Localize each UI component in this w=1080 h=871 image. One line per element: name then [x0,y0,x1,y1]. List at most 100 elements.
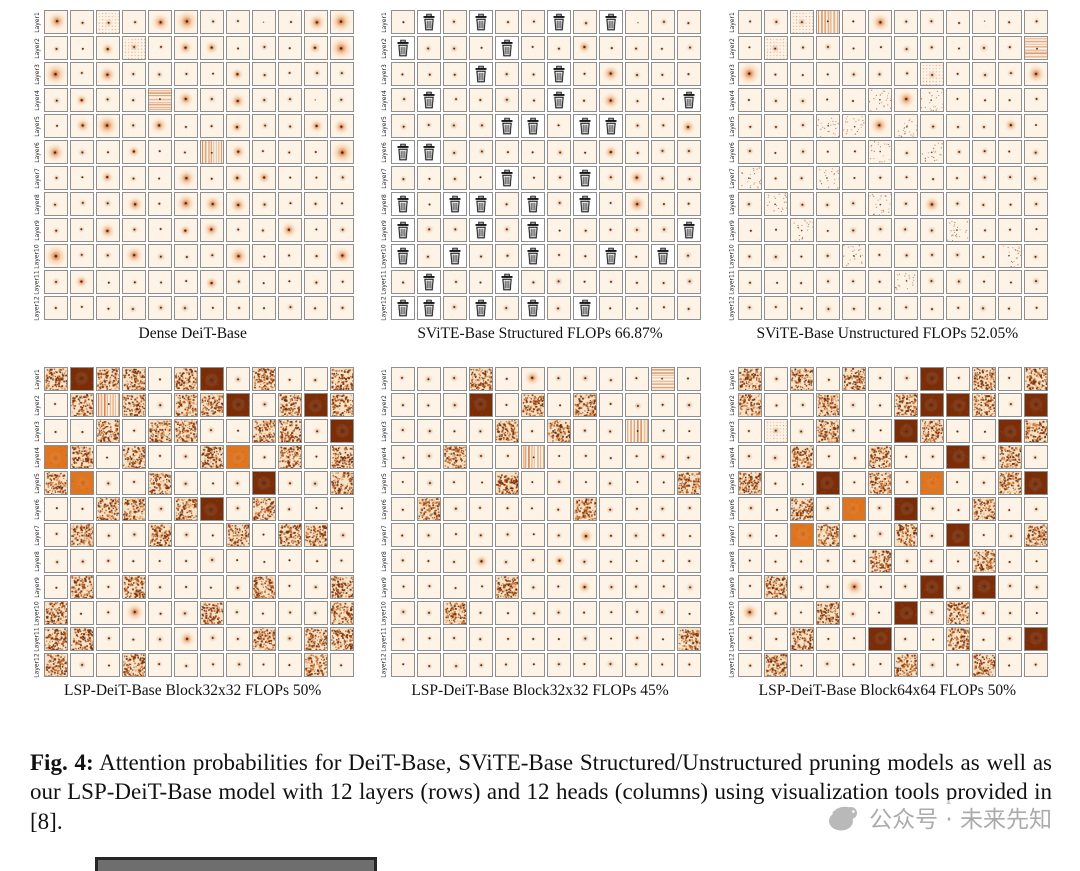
attention-map-cell [147,36,172,60]
attention-heatmap-canvas [122,37,145,59]
attention-map-cell [624,10,649,34]
attention-heatmap-canvas [869,628,892,650]
attention-heatmap-canvas [330,394,353,416]
attention-heatmap-canvas [148,498,171,520]
attention-map-cell [972,88,997,112]
attention-heatmap-canvas [226,628,249,650]
attention-heatmap-canvas [391,602,414,624]
attention-heatmap-canvas [200,63,223,85]
attention-heatmap-canvas [869,576,892,598]
attention-heatmap-canvas [252,576,275,598]
attention-heatmap-canvas [739,550,762,572]
pruned-head-cell [416,270,441,294]
attention-heatmap-canvas [765,524,788,546]
attention-heatmap-canvas [1025,141,1048,163]
attention-heatmap-canvas [599,524,622,546]
attention-map-cell [69,88,94,112]
attention-map-cell [520,36,545,60]
attention-heatmap-canvas [921,446,944,468]
layer-label-text: Layer10 [33,600,41,626]
attention-heatmap-canvas [999,141,1022,163]
attention-heatmap-canvas [148,11,171,33]
attention-heatmap-canvas [226,550,249,572]
attention-map-cell [251,36,276,60]
attention-map-cell [650,62,675,86]
attention-map-cell [225,575,250,599]
attention-heatmap-canvas [843,550,866,572]
attention-map-cell [972,218,997,242]
attention-heatmap-canvas [547,271,570,293]
attention-heatmap-canvas [278,297,301,319]
attention-map-cell [251,497,276,521]
attention-heatmap-canvas [973,394,996,416]
attention-map-cell [894,192,919,216]
attention-heatmap-canvas [252,498,275,520]
attention-map-cell [147,114,172,138]
attention-map-cell [95,471,120,495]
attention-map-cell [251,575,276,599]
attention-heatmap-canvas [765,167,788,189]
attention-heatmap-canvas [739,245,762,267]
attention-map-cell [972,627,997,651]
attention-map-cell [442,88,467,112]
attention-heatmap-canvas [70,602,93,624]
attention-map-cell [69,653,94,677]
attention-cell-grid [738,367,1049,677]
attention-heatmap-canvas [44,141,67,163]
attention-heatmap-canvas [521,193,544,215]
layer-label: Layer9 [726,575,737,599]
attention-map-cell [842,653,867,677]
attention-heatmap-canvas [999,420,1022,442]
attention-map-cell [546,523,571,547]
attention-cell-grid [390,367,701,677]
attention-map-cell [842,140,867,164]
attention-map-cell [598,367,623,391]
attention-map-cell [416,36,441,60]
attention-heatmap-canvas [1025,498,1048,520]
attention-map-cell [868,549,893,573]
attention-map-cell [121,393,146,417]
attention-map-cell [494,497,519,521]
attention-map-cell [816,627,841,651]
attention-map-cell [95,445,120,469]
attention-heatmap-canvas [70,115,93,137]
attention-map-cell [416,497,441,521]
attention-map-cell [303,367,328,391]
attention-map-cell [598,393,623,417]
attention-map-cell [225,419,250,443]
attention-map-cell [572,601,597,625]
attention-heatmap-canvas [330,89,353,111]
attention-map-cell [390,445,415,469]
attention-heatmap-canvas [391,654,414,676]
attention-heatmap-canvas [174,524,197,546]
layer-label: Layer7 [379,166,390,190]
attention-map-cell [738,367,763,391]
pruned-head-cell [520,192,545,216]
attention-map-cell [624,166,649,190]
attention-map-cell [416,575,441,599]
attention-heatmap-canvas [44,115,67,137]
attention-map-cell [199,270,224,294]
attention-heatmap-canvas [869,524,892,546]
attention-heatmap-canvas [921,37,944,59]
attention-heatmap-canvas [765,576,788,598]
layer-label-text: Layer2 [380,394,388,416]
attention-heatmap-canvas [739,271,762,293]
attention-map-cell [173,296,198,320]
attention-heatmap-canvas [677,115,700,137]
attention-heatmap-canvas [226,271,249,293]
attention-heatmap-canvas [765,245,788,267]
pruned-head-cell [416,88,441,112]
attention-map-cell [998,296,1023,320]
attention-heatmap-canvas [200,245,223,267]
attention-heatmap-canvas [869,297,892,319]
attention-map-cell [147,653,172,677]
attention-map-cell [998,601,1023,625]
attention-heatmap-canvas [304,63,327,85]
layer-label: Layer12 [726,296,737,320]
attention-heatmap-canvas [547,245,570,267]
attention-map-cell [121,497,146,521]
attention-heatmap-canvas [122,219,145,241]
attention-heatmap-canvas [443,576,466,598]
attention-map-cell [624,296,649,320]
